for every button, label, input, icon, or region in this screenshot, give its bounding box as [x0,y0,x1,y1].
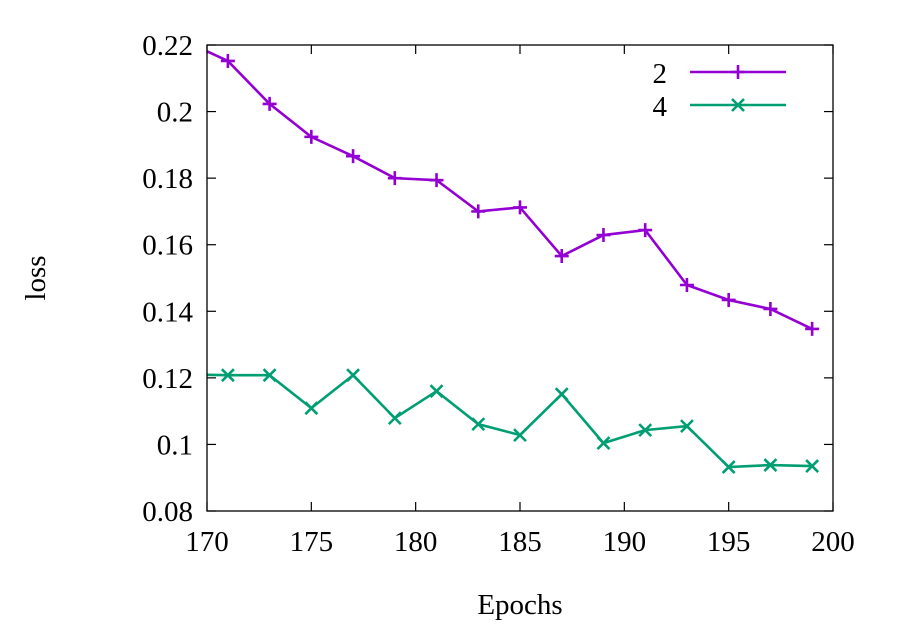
series-2-point [220,53,235,68]
x-tick-label: 170 [185,526,229,558]
series-2-point [346,149,361,164]
x-tick-label: 200 [811,526,855,558]
series-2-line [207,49,813,331]
x-tick-label: 190 [603,526,647,558]
series-4-point [763,458,778,472]
y-tick-label: 0.18 [142,163,193,195]
plot-frame [206,44,834,512]
legend-label: 2 [653,58,668,90]
series-2-point [763,301,778,316]
series-4-point [387,411,402,426]
series-4-point [429,384,444,399]
y-tick-label: 0.14 [142,296,193,328]
y-tick-label: 0.2 [157,97,193,129]
series-4-point [220,368,235,383]
series-4-point [304,401,319,416]
series-4-point [596,436,611,451]
series-4-point [554,387,569,402]
series-4-point [721,460,736,474]
y-tick-label: 0.12 [142,363,193,395]
series-4-point [262,368,277,383]
series-2-point [596,228,611,243]
series-4-point [513,428,527,443]
y-tick-label: 0.22 [142,30,193,62]
series-4-point [638,423,653,438]
x-tick-label: 185 [498,526,542,558]
series-4-point [471,417,486,432]
legend-marker [731,98,745,112]
series-2-point [262,96,277,111]
legend-label: 4 [653,91,668,123]
series-2-point [679,277,694,292]
series-2-point [805,321,820,336]
series-4-point [346,368,360,383]
legend-marker [731,65,745,79]
x-tick-label: 180 [394,526,438,558]
series-4-point [680,419,694,434]
series-4-line [207,373,813,469]
y-axis-label: loss [20,255,52,300]
series-4-point [805,459,820,473]
series-2-point [513,200,527,215]
series-2-point [554,249,569,264]
series-2-point [304,129,319,144]
x-tick-label: 175 [290,526,334,558]
series-2-point [721,292,736,307]
series-2-point [471,204,486,219]
series-2-point [429,173,444,188]
y-tick-label: 0.16 [142,230,193,262]
y-tick-label: 0.08 [142,496,193,528]
x-axis-label: Epochs [477,589,562,621]
y-tick-label: 0.1 [157,429,193,461]
series-2-point [638,223,653,238]
series-2-point [387,171,402,186]
x-tick-label: 195 [707,526,751,558]
